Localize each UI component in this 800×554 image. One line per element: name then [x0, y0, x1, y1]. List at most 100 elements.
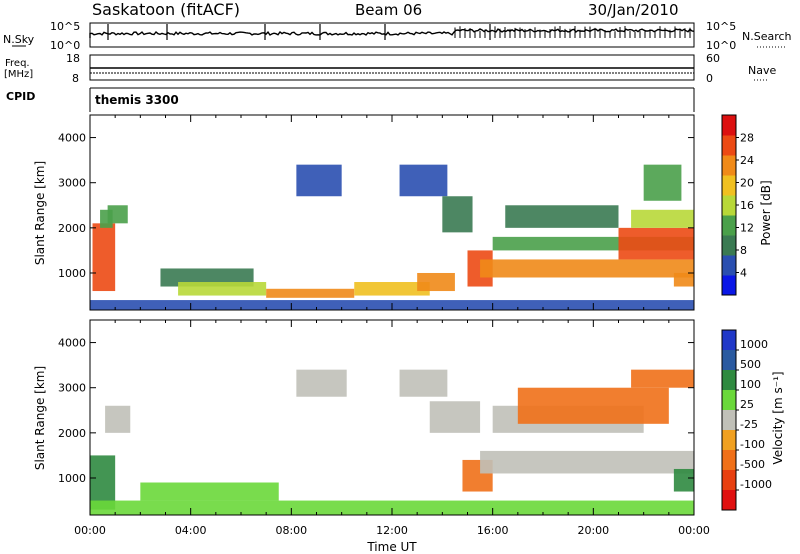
- power-colorbar-band: [722, 135, 736, 156]
- beam-title: Beam 06: [355, 1, 422, 19]
- velocity-colorbar-band: [722, 430, 736, 451]
- date-title: 30/Jan/2010: [588, 1, 679, 19]
- power-colorbar-tick: 4: [740, 267, 747, 280]
- power-region-10: [417, 272, 455, 292]
- velocity-colorbar: 1000 500 100 25 -25 -100 -500 -1000: [721, 329, 772, 511]
- power-colorbar-band: [722, 115, 736, 136]
- power-region-13: [480, 259, 694, 278]
- power-colorbar-band: [722, 275, 736, 296]
- nsearch-tick-top: 10^5: [706, 20, 736, 33]
- power-x-ticks: [89, 115, 695, 310]
- freq-unit-label: [MHz]: [4, 69, 33, 80]
- power-region-6: [266, 288, 355, 298]
- freq-tick-bottom: 8: [72, 72, 79, 85]
- velocity-region-5: [399, 369, 448, 397]
- freq-label: Freq.: [5, 58, 30, 69]
- velocity-colorbar-band: [722, 370, 736, 391]
- velocity-y-tick-label: 3000: [58, 382, 86, 395]
- x-tick-label: 08:00: [275, 524, 307, 537]
- power-colorbar-tick: 12: [740, 222, 754, 235]
- x-tick-label: 00:00: [678, 524, 710, 537]
- velocity-colorbar-label: Velocity [m s⁻¹]: [771, 371, 785, 464]
- power-region-9: [399, 164, 448, 197]
- nave-tick-bottom: 0: [706, 72, 713, 85]
- power-region-8: [354, 282, 430, 296]
- power-ylabel: Slant Range [km]: [33, 161, 47, 265]
- power-region-16: [618, 227, 694, 260]
- velocity-colorbar-band: [722, 350, 736, 371]
- velocity-region-11: [631, 369, 694, 388]
- velocity-region-8: [480, 450, 694, 474]
- power-colorbar-tick: 24: [740, 154, 754, 167]
- power-region-7: [296, 164, 342, 197]
- velocity-y-tick-label: 4000: [58, 337, 86, 350]
- power-colorbar-tick: 16: [740, 199, 754, 212]
- nave-label: Nave: [748, 64, 776, 77]
- power-colorbar-band: [722, 195, 736, 216]
- freq-tick-top: 18: [66, 52, 80, 65]
- velocity-x-axis: 00:00 04:00 08:00 12:00 16:00 20:00 00:00: [74, 320, 710, 537]
- velocity-colorbar-tick: 25: [740, 398, 754, 411]
- x-tick-label: 00:00: [74, 524, 106, 537]
- power-region-5: [178, 282, 267, 296]
- power-colorbar-band: [722, 155, 736, 176]
- velocity-colorbar-band: [722, 330, 736, 351]
- power-colorbar: 4 8 12 16 20 24 28: [721, 114, 754, 296]
- power-colorbar-tick: 28: [740, 132, 754, 145]
- cpid-label: CPID: [6, 90, 35, 103]
- velocity-region-10: [517, 387, 669, 424]
- x-tick-label: 04:00: [175, 524, 207, 537]
- nsky-trace: [89, 24, 695, 48]
- x-tick-label: 12:00: [376, 524, 408, 537]
- power-y-tick-label: 2000: [58, 222, 86, 235]
- velocity-y-tick-label: 2000: [58, 427, 86, 440]
- velocity-colorbar-tick: 500: [740, 358, 761, 371]
- nsky-line: [89, 28, 695, 38]
- nsearch-tick-bottom: 10^0: [706, 39, 736, 52]
- x-axis-label: Time UT: [366, 540, 417, 554]
- x-tick-label: 20:00: [577, 524, 609, 537]
- power-y-tick-label: 1000: [58, 267, 86, 280]
- power-region-0: [92, 223, 116, 292]
- power-region-17: [631, 209, 694, 228]
- velocity-region-1: [105, 405, 131, 433]
- cpid-value: themis 3300: [95, 93, 179, 107]
- velocity-y-axis: 1000 2000 3000 4000: [58, 337, 694, 485]
- power-colorbar-band: [722, 175, 736, 196]
- velocity-region-4: [296, 369, 347, 397]
- nsearch-label: N.Search: [742, 30, 792, 43]
- power-colorbar-label: Power [dB]: [759, 180, 773, 245]
- velocity-region-2: [90, 500, 694, 515]
- nave-tick-top: 60: [706, 52, 720, 65]
- velocity-region-6: [429, 401, 481, 433]
- power-y-tick-label: 4000: [58, 132, 86, 145]
- power-colorbar-band: [722, 215, 736, 236]
- velocity-colorbar-tick: -25: [740, 418, 758, 431]
- velocity-colorbar-tick: 1000: [740, 338, 768, 351]
- velocity-colorbar-band: [722, 390, 736, 411]
- station-title: Saskatoon (fitACF): [92, 0, 240, 19]
- velocity-ylabel: Slant Range [km]: [33, 366, 47, 470]
- velocity-region-12: [673, 468, 694, 492]
- velocity-colorbar-band: [722, 410, 736, 431]
- power-region-18: [643, 164, 682, 201]
- nsky-tick-top: 10^5: [50, 20, 80, 33]
- velocity-colorbar-tick: -500: [740, 458, 765, 471]
- velocity-colorbar-tick: 100: [740, 378, 761, 391]
- power-region-19: [673, 272, 694, 287]
- power-region-11: [442, 196, 473, 233]
- power-region-15: [505, 205, 619, 228]
- x-tick-label: 16:00: [477, 524, 509, 537]
- velocity-colorbar-band: [722, 470, 736, 491]
- power-y-tick-label: 3000: [58, 177, 86, 190]
- velocity-y-tick-label: 1000: [58, 472, 86, 485]
- power-colorbar-tick: 20: [740, 177, 754, 190]
- power-colorbar-band: [722, 255, 736, 276]
- nsky-label: N.Sky: [3, 33, 35, 46]
- power-colorbar-band: [722, 235, 736, 256]
- power-y-axis: 1000 2000 3000 4000: [58, 132, 694, 280]
- velocity-heatmap: [90, 369, 694, 515]
- velocity-colorbar-band: [722, 450, 736, 471]
- velocity-region-3: [140, 482, 279, 501]
